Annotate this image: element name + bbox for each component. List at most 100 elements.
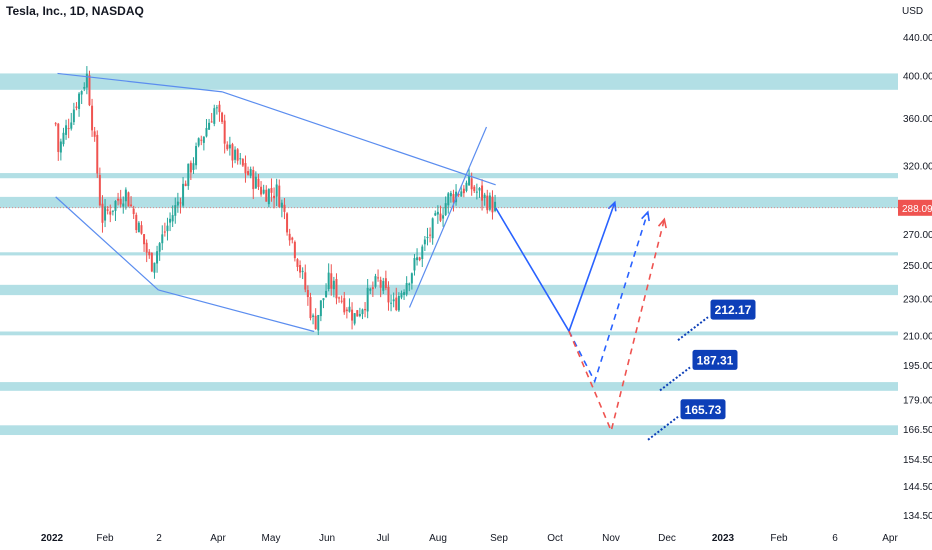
candle-body [335,279,338,299]
sr-zone [0,73,898,90]
time-tick-label: 6 [832,533,838,544]
candle-body [439,213,442,221]
candle-body [340,300,343,302]
candle-body [325,290,328,298]
candle-body [299,265,302,273]
time-tick-label: Apr [882,533,898,544]
candle-body [114,201,117,211]
candle-body [291,237,294,240]
candle-body [488,195,491,210]
candle-body [62,132,65,145]
candle-body [468,176,471,186]
projection-arrowhead [641,210,650,222]
candle-body [234,149,237,160]
candle-body [122,203,125,207]
candle-body [452,194,455,203]
candle-body [273,195,276,199]
time-tick-label: Apr [210,533,226,544]
candle-body [330,273,333,289]
candle-body [231,144,234,161]
candle-body [145,242,148,253]
candle-body [358,313,361,317]
candle-body [405,283,408,295]
candle-body [244,163,247,174]
candle-body [135,214,138,231]
candle-body [377,277,380,279]
candle-body [218,104,221,113]
candle-body [187,163,190,186]
candle-body [286,213,289,233]
candle-body [275,184,278,197]
time-tick-label: Feb [770,533,788,544]
candle-body [210,121,213,123]
time-tick-label: Jun [319,533,335,544]
candle-body [241,158,244,166]
candle-body [109,211,112,215]
trendline [55,196,159,291]
callout-box [679,398,727,421]
callout-label: 165.73 [685,403,722,417]
candle-body [124,189,127,202]
candle-body [410,273,413,284]
current-price-badge [898,199,932,216]
candle-body [270,188,273,193]
candle-body [408,283,411,286]
candle-body [137,222,140,233]
candle-body [403,292,406,295]
price-tick-label: 230.00 [903,295,932,306]
price-tick-label: 134.50 [903,511,932,522]
candle-body [421,246,424,259]
candle-body [462,188,465,194]
candle-body [395,297,398,311]
projection-arrowhead [607,200,617,212]
candle-body [382,281,385,291]
candle-body [374,276,377,287]
candle-body [296,259,299,267]
candle-body [449,192,452,197]
candle-body [171,215,174,222]
candle-body [478,188,481,191]
candle-body [70,122,73,129]
candle-body [57,123,60,152]
candle-body [460,191,463,197]
candle-body [390,302,393,304]
candle-body [306,289,309,298]
candle-body [156,251,159,264]
candle-body [104,206,107,221]
candle-body [353,313,356,324]
candle-body [184,183,187,187]
candle-body [345,309,348,312]
candle-body [127,192,130,207]
candle-body [319,300,322,317]
candle-body [283,204,286,212]
candle-body [83,86,86,89]
candle-body [174,205,177,216]
callout-label: 212.17 [715,303,752,317]
price-tick-label: 210.00 [903,331,932,342]
candle-body [413,258,416,271]
time-tick-label: Sep [490,533,508,544]
price-tick-label: 195.00 [903,361,932,372]
sr-zone [0,425,898,436]
candle-body [130,204,133,207]
candle-body [304,272,307,290]
price-tick-label: 320.00 [903,161,932,172]
candle-body [442,215,445,219]
candle-body [65,125,68,135]
candle-body [239,158,242,160]
candle-body [228,144,231,149]
candle-body [148,251,151,256]
candle-body [205,127,208,137]
price-tick-label: 166.50 [903,425,932,436]
candle-body [260,186,263,195]
candle-body [301,270,304,272]
candle-body [384,278,387,289]
candle-body [356,310,359,317]
sr-zone [0,173,898,179]
candle-body [400,292,403,298]
candle-body [169,218,172,223]
candle-body [444,203,447,216]
trendline [222,91,496,186]
